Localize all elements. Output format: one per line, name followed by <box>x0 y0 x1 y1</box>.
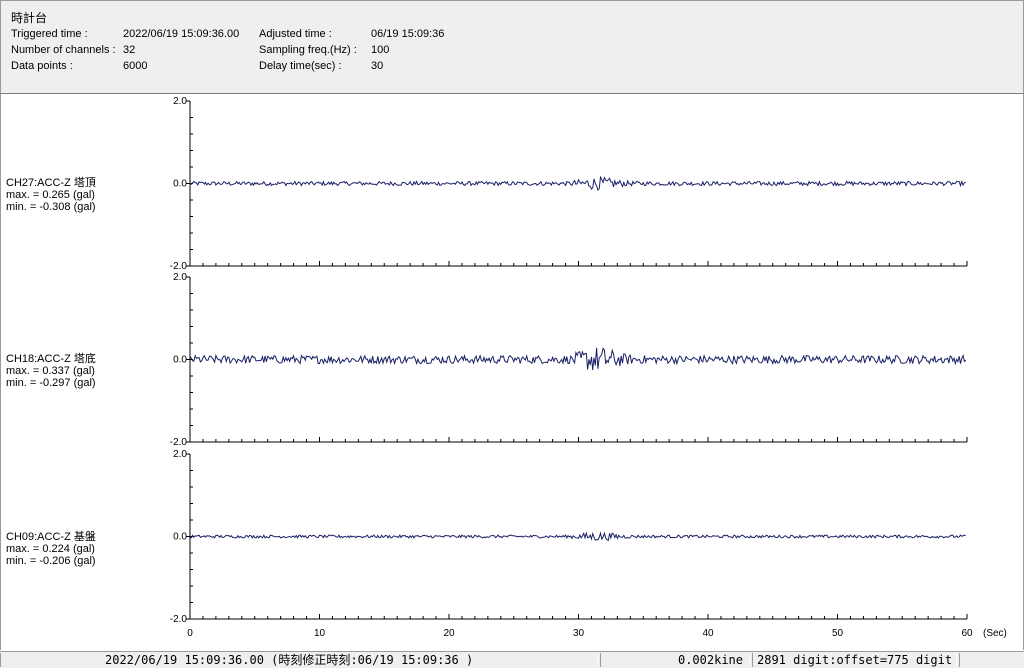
data-points-value: 6000 <box>123 60 148 72</box>
x-tick-label: 0 <box>187 628 193 639</box>
channel-min: min. = -0.297 (gal) <box>6 377 96 389</box>
y-tick-label: 0.0 <box>173 179 187 190</box>
x-tick-label: 50 <box>832 628 844 639</box>
triggered-time-value: 2022/06/19 15:09:36.00 <box>123 28 240 40</box>
channel-name: CH27:ACC-Z 塔頂 <box>6 177 96 189</box>
waveform-plot-area[interactable]: 2.0 0.0 -2.0 2.0 0.0 -2.0 2.0 0.0 -2.0 0 10 20 30 40 5… <box>0 94 1024 650</box>
y-tick-label: -2.0 <box>170 614 188 625</box>
waveform-line <box>189 531 966 542</box>
y-tick-label: 2.0 <box>173 449 187 460</box>
y-tick-label: 0.0 <box>173 532 187 543</box>
channel-name: CH18:ACC-Z 塔底 <box>6 353 96 365</box>
triggered-time-label: Triggered time : <box>11 28 88 40</box>
channel-min: min. = -0.308 (gal) <box>6 201 96 213</box>
delay-time-label: Delay time(sec) : <box>259 60 342 72</box>
waveform-line <box>189 175 966 191</box>
status-digit: 2891 digit:offset=775 digit <box>752 653 957 667</box>
channel-min: min. = -0.206 (gal) <box>6 555 96 567</box>
y-tick-label: 2.0 <box>173 272 187 283</box>
header-panel: 時計台 Triggered time : 2022/06/19 15:09:36… <box>0 0 1024 94</box>
y-tick-label: -2.0 <box>170 437 188 448</box>
x-tick-label: 30 <box>573 628 585 639</box>
sampling-freq-label: Sampling freq.(Hz) : <box>259 44 357 56</box>
channel-max: max. = 0.224 (gal) <box>6 543 95 555</box>
waveform-line <box>189 347 967 371</box>
num-channels-value: 32 <box>123 44 136 56</box>
waveform-chart[interactable]: 2.00.0-2.02.00.0-2.02.00.0-2.00 10 20 30 40 5… <box>1 94 1023 650</box>
status-time: 2022/06/19 15:09:36.00 (時刻修正時刻:06/19 15:… <box>0 653 598 667</box>
y-tick-label: 0.0 <box>173 355 187 366</box>
channel-max: max. = 0.265 (gal) <box>6 189 95 201</box>
y-tick-label: -2.0 <box>170 261 188 272</box>
status-bar: 2022/06/19 15:09:36.00 (時刻修正時刻:06/19 15:… <box>0 651 1024 668</box>
x-tick-label: 10 <box>314 628 326 639</box>
num-channels-label: Number of channels : <box>11 44 116 56</box>
adjusted-time-value: 06/19 15:09:36 <box>371 28 445 40</box>
status-empty <box>959 653 1024 667</box>
delay-time-value: 30 <box>371 60 384 72</box>
channel-label-ch09: CH09:ACC-Z 基盤 max. = 0.224 (gal) min. = … <box>6 531 96 567</box>
adjusted-time-label: Adjusted time : <box>259 28 332 40</box>
status-kine: 0.002kine <box>600 653 750 667</box>
x-tick-label: 20 <box>443 628 455 639</box>
station-name: 時計台 <box>11 11 48 25</box>
y-tick-label: 2.0 <box>173 96 187 107</box>
channel-label-ch27: CH27:ACC-Z 塔頂 max. = 0.265 (gal) min. = … <box>6 177 96 213</box>
channel-max: max. = 0.337 (gal) <box>6 365 95 377</box>
data-points-label: Data points : <box>11 60 73 72</box>
x-tick-label: 40 <box>702 628 714 639</box>
sampling-freq-value: 100 <box>371 44 390 56</box>
channel-name: CH09:ACC-Z 基盤 <box>6 531 96 543</box>
x-tick-label: 60 <box>961 628 973 639</box>
channel-label-ch18: CH18:ACC-Z 塔底 max. = 0.337 (gal) min. = … <box>6 353 96 389</box>
x-unit-label: (Sec) <box>983 628 1007 639</box>
